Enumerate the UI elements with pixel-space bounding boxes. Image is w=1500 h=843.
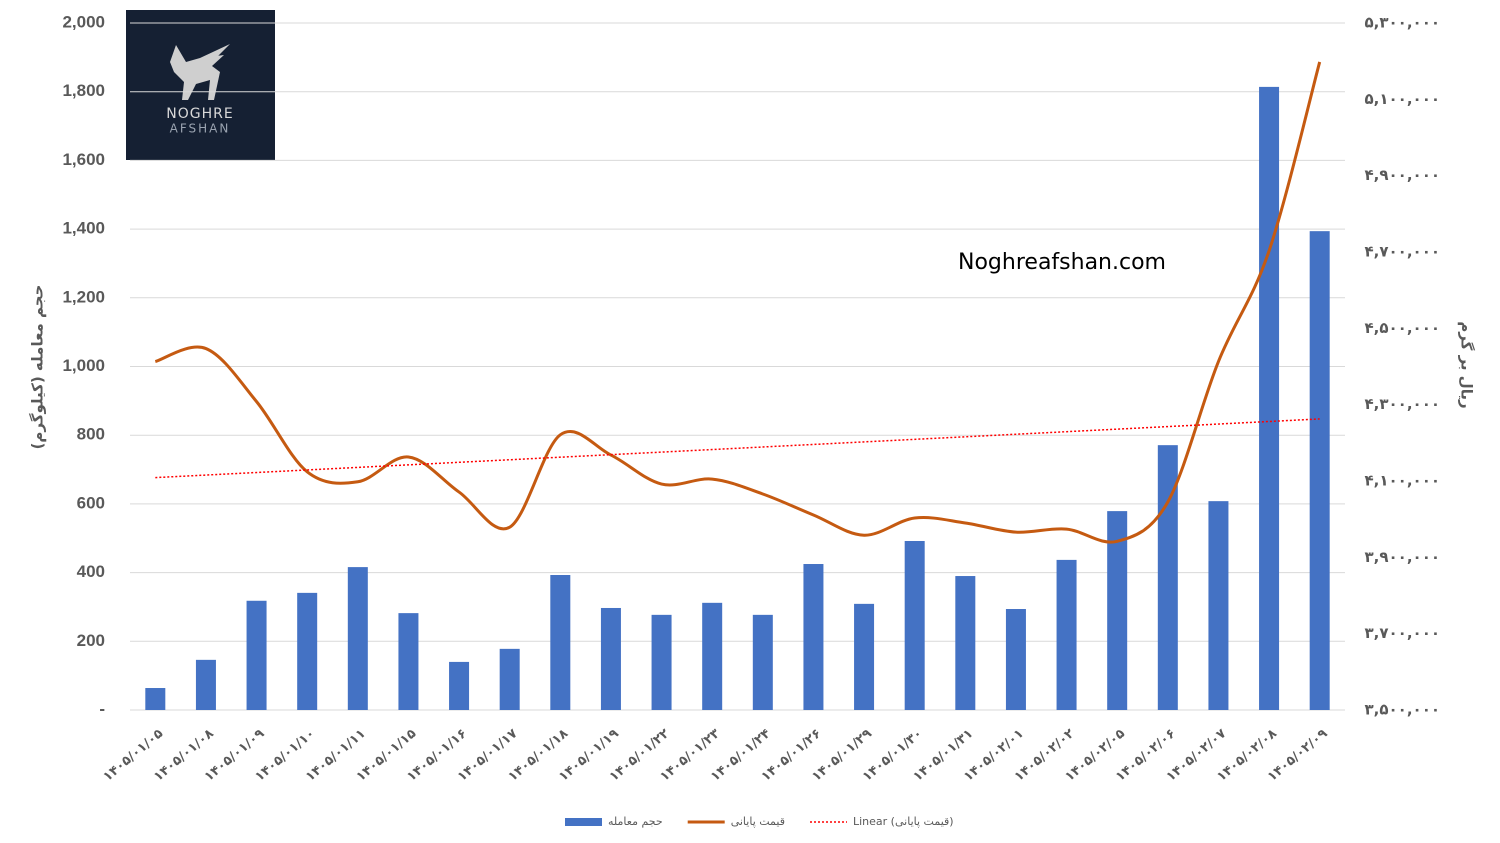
bar [904,540,925,710]
bar [347,567,368,710]
bar [145,688,166,710]
y-axis-title: حجم معامله (کیلوگرم) [29,285,47,450]
bar [1005,609,1026,710]
logo-text: NOGHRE [166,106,233,122]
y2-tick-label: ۳,۵۰۰,۰۰۰ [1365,701,1440,719]
legend-swatch [565,818,602,826]
legend-label: قیمت پایانی [731,815,785,828]
bar [752,614,773,710]
watermark: Noghreafshan.com [958,250,1166,275]
y2-tick-label: ۴,۹۰۰,۰۰۰ [1365,166,1440,184]
bar [1309,231,1330,710]
logo-icon [170,44,230,100]
y-tick-label: 1,800 [62,81,105,100]
bar [1208,501,1229,710]
bar [1259,86,1280,711]
y2-tick-label: ۴,۱۰۰,۰۰۰ [1365,472,1440,490]
y-tick-label: 600 [77,493,105,512]
bar [651,614,672,710]
y-tick-label: 1,000 [62,356,105,375]
bar [1107,511,1128,710]
y2-tick-label: ۴,۳۰۰,۰۰۰ [1365,395,1440,413]
y2-tick-label: ۴,۷۰۰,۰۰۰ [1365,243,1440,261]
bar [449,661,470,710]
legend-label: حجم معامله [608,815,663,828]
y2-tick-label: ۳,۷۰۰,۰۰۰ [1365,624,1440,642]
y2-tick-label: ۴,۵۰۰,۰۰۰ [1365,319,1440,337]
bar [297,592,318,710]
y2-tick-label: ۵,۳۰۰,۰۰۰ [1365,14,1440,32]
y-tick-label: - [99,699,105,718]
logo-text: AFSHAN [170,122,231,136]
bar [499,648,520,710]
trendline [155,418,1320,479]
y-tick-label: 400 [77,562,105,581]
bar [854,603,875,710]
bar [600,607,621,710]
logo-box [126,10,275,160]
y2-tick-label: ۵,۱۰۰,۰۰۰ [1365,90,1440,108]
bar [702,602,723,710]
line [154,61,1322,544]
bar [550,575,571,710]
y-tick-label: 800 [77,425,105,444]
y-tick-label: 1,600 [62,150,105,169]
bar [246,600,267,710]
bar [1056,559,1077,710]
bar [955,576,976,710]
y2-tick-label: ۳,۹۰۰,۰۰۰ [1365,548,1440,566]
legend-label: Linear (قیمت پایانی) [853,815,954,828]
y-tick-label: 200 [77,631,105,650]
y-tick-label: 1,200 [62,287,105,306]
bar [195,659,216,710]
y-tick-label: 1,400 [62,219,105,238]
bar [803,564,824,710]
y2-axis-title: ریال بر گرم [1458,321,1476,408]
bar [398,613,419,710]
y-tick-label: 2,000 [62,12,105,31]
